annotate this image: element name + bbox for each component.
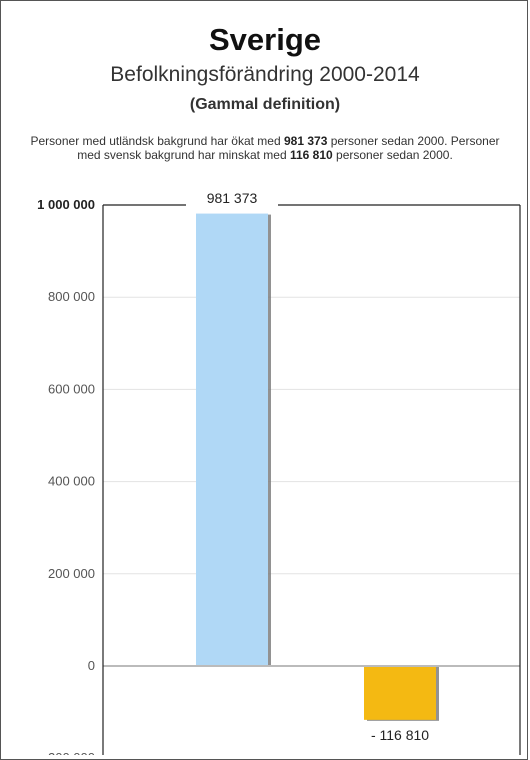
chart-description: Personer med utländsk bakgrund har ökat …: [20, 134, 510, 162]
y-tick-label: 200 000: [48, 566, 95, 581]
chart-subtitle-definition: (Gammal definition): [189, 96, 341, 113]
y-tick-label: 400 000: [48, 474, 95, 489]
description-text-1: Personer med utländsk bakgrund har ökat …: [30, 134, 284, 148]
bar-foreign-background: [196, 213, 268, 667]
y-tick-label: 600 000: [48, 381, 95, 396]
description-value-foreign: 981 373: [283, 134, 328, 148]
chart-subtitle: Befolkningsförändring 2000-2014: [110, 63, 420, 86]
data-label-swedish: - 116 810: [371, 727, 429, 743]
y-tick-label: 1 000 000: [37, 197, 95, 212]
description-text-2: personer sedan 2000. Personer med svensk…: [77, 134, 500, 162]
chart-title: Sverige: [208, 22, 321, 57]
description-value-swedish: 116 810: [289, 148, 333, 162]
y-tick-label: -200 000: [44, 750, 95, 755]
y-tick-label: 0: [88, 658, 95, 673]
y-tick-label: 800 000: [48, 289, 95, 304]
description-text-3: personer sedan 2000.: [332, 148, 453, 162]
bar-swedish-background: [364, 666, 436, 720]
data-label-foreign: 981 373: [207, 190, 258, 206]
